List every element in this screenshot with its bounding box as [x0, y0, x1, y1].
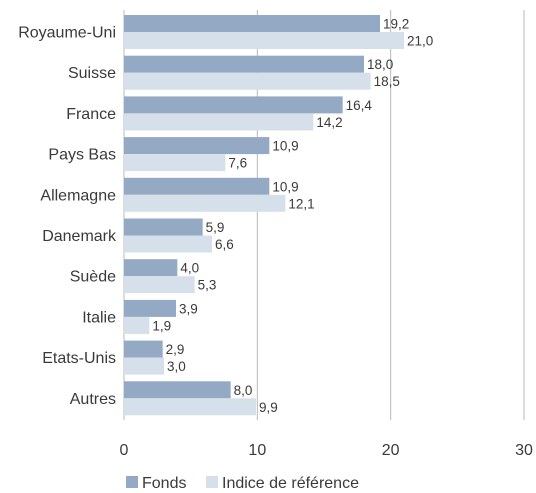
bar-indice-3 [124, 154, 226, 172]
bar-fonds-5 [124, 218, 203, 236]
bar-fonds-1 [124, 55, 364, 73]
bar-indice-6 [124, 276, 195, 294]
bar-indice-1 [124, 72, 371, 90]
category-labels: Royaume-Uni Suisse France Pays Bas Allemagne… [18, 25, 117, 408]
value-label-fonds-9: 8,0 [234, 383, 253, 398]
x-tick-label-3: 30 [515, 442, 533, 459]
category-label-7: Italie [82, 309, 116, 326]
bars [124, 15, 404, 416]
legend-label-fonds: Fonds [142, 475, 186, 492]
value-label-fonds-8: 2,9 [166, 342, 185, 357]
value-label-indice-0: 21,0 [407, 34, 433, 49]
value-labels: 19,2 21,0 18,0 18,516,4 14,2 10,9 7,6 10,9 12,1 5… [152, 17, 433, 415]
value-label-indice-2: 14,2 [316, 115, 342, 130]
value-label-indice-7: 1,9 [152, 318, 171, 333]
x-tick-label-1: 10 [248, 442, 266, 459]
value-label-indice-3: 7,6 [228, 156, 247, 171]
x-tick-label-2: 20 [382, 442, 400, 459]
category-label-8: Etats-Unis [42, 350, 116, 367]
category-label-3: Pays Bas [48, 147, 116, 164]
bar-fonds-6 [124, 259, 178, 277]
value-label-fonds-0: 19,2 [383, 17, 409, 32]
value-label-fonds-4: 10,9 [272, 179, 298, 194]
bar-fonds-8 [124, 340, 163, 358]
bar-indice-0 [124, 32, 404, 49]
x-axis-ticks: 0 10 20 30 [120, 442, 533, 459]
value-label-fonds-5: 5,9 [206, 220, 225, 235]
bar-fonds-3 [124, 137, 270, 155]
bar-indice-9 [124, 398, 256, 416]
value-label-fonds-7: 3,9 [179, 301, 198, 316]
value-label-indice-4: 12,1 [288, 196, 314, 211]
bar-fonds-9 [124, 381, 231, 399]
value-label-indice-9: 9,9 [259, 400, 278, 415]
bar-fonds-0 [124, 15, 380, 32]
value-label-indice-8: 3,0 [167, 359, 186, 374]
legend-swatch-indice [206, 476, 218, 488]
bar-indice-2 [124, 113, 314, 131]
bar-indice-5 [124, 235, 212, 253]
category-label-4: Allemagne [40, 187, 116, 204]
bar-fonds-2 [124, 96, 343, 114]
category-label-5: Danemark [42, 228, 117, 245]
category-label-0: Royaume-Uni [18, 25, 116, 42]
bar-indice-7 [124, 316, 150, 334]
category-label-2: France [66, 106, 116, 123]
value-label-indice-1: 18,5 [374, 74, 400, 89]
value-label-indice-5: 6,6 [215, 237, 234, 252]
bar-fonds-4 [124, 177, 270, 195]
value-label-fonds-3: 10,9 [272, 139, 298, 154]
bar-fonds-7 [124, 299, 176, 317]
legend: Fonds Indice de référence [126, 475, 359, 492]
category-label-9: Autres [70, 391, 116, 408]
category-label-1: Suisse [68, 65, 116, 82]
legend-swatch-fonds [126, 476, 138, 488]
value-label-fonds-2: 16,4 [346, 98, 373, 113]
value-label-fonds-1: 18,0 [367, 57, 393, 72]
value-label-fonds-6: 4,0 [180, 261, 199, 276]
bar-indice-4 [124, 194, 286, 212]
bar-indice-8 [124, 357, 164, 375]
x-tick-label-0: 0 [120, 442, 129, 459]
legend-label-indice: Indice de référence [222, 475, 359, 492]
category-label-6: Suède [70, 269, 116, 286]
value-label-indice-6: 5,3 [198, 278, 217, 293]
